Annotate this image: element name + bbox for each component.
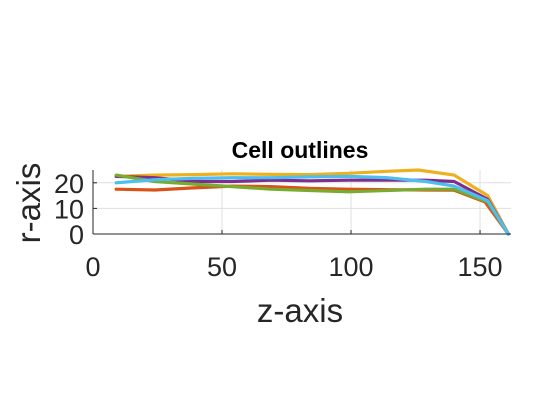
y-tick-label: 0 <box>69 220 84 250</box>
chart-title: Cell outlines <box>232 137 369 163</box>
series-line-3 <box>114 174 510 236</box>
x-tick-label: 100 <box>328 252 373 282</box>
y-tick-label: 10 <box>54 194 84 224</box>
axes-layer <box>92 170 511 235</box>
y-tick-label: 20 <box>54 169 84 199</box>
y-axis-label: r-axis <box>10 163 47 244</box>
x-tick-label: 50 <box>207 252 237 282</box>
series-layer <box>114 168 510 236</box>
series-line-2 <box>114 168 510 236</box>
series-line-5 <box>114 174 510 236</box>
series-line-4 <box>114 173 510 236</box>
x-tick-label: 0 <box>85 252 100 282</box>
x-tick-label: 150 <box>458 252 503 282</box>
x-axis-label: z-axis <box>257 292 343 329</box>
